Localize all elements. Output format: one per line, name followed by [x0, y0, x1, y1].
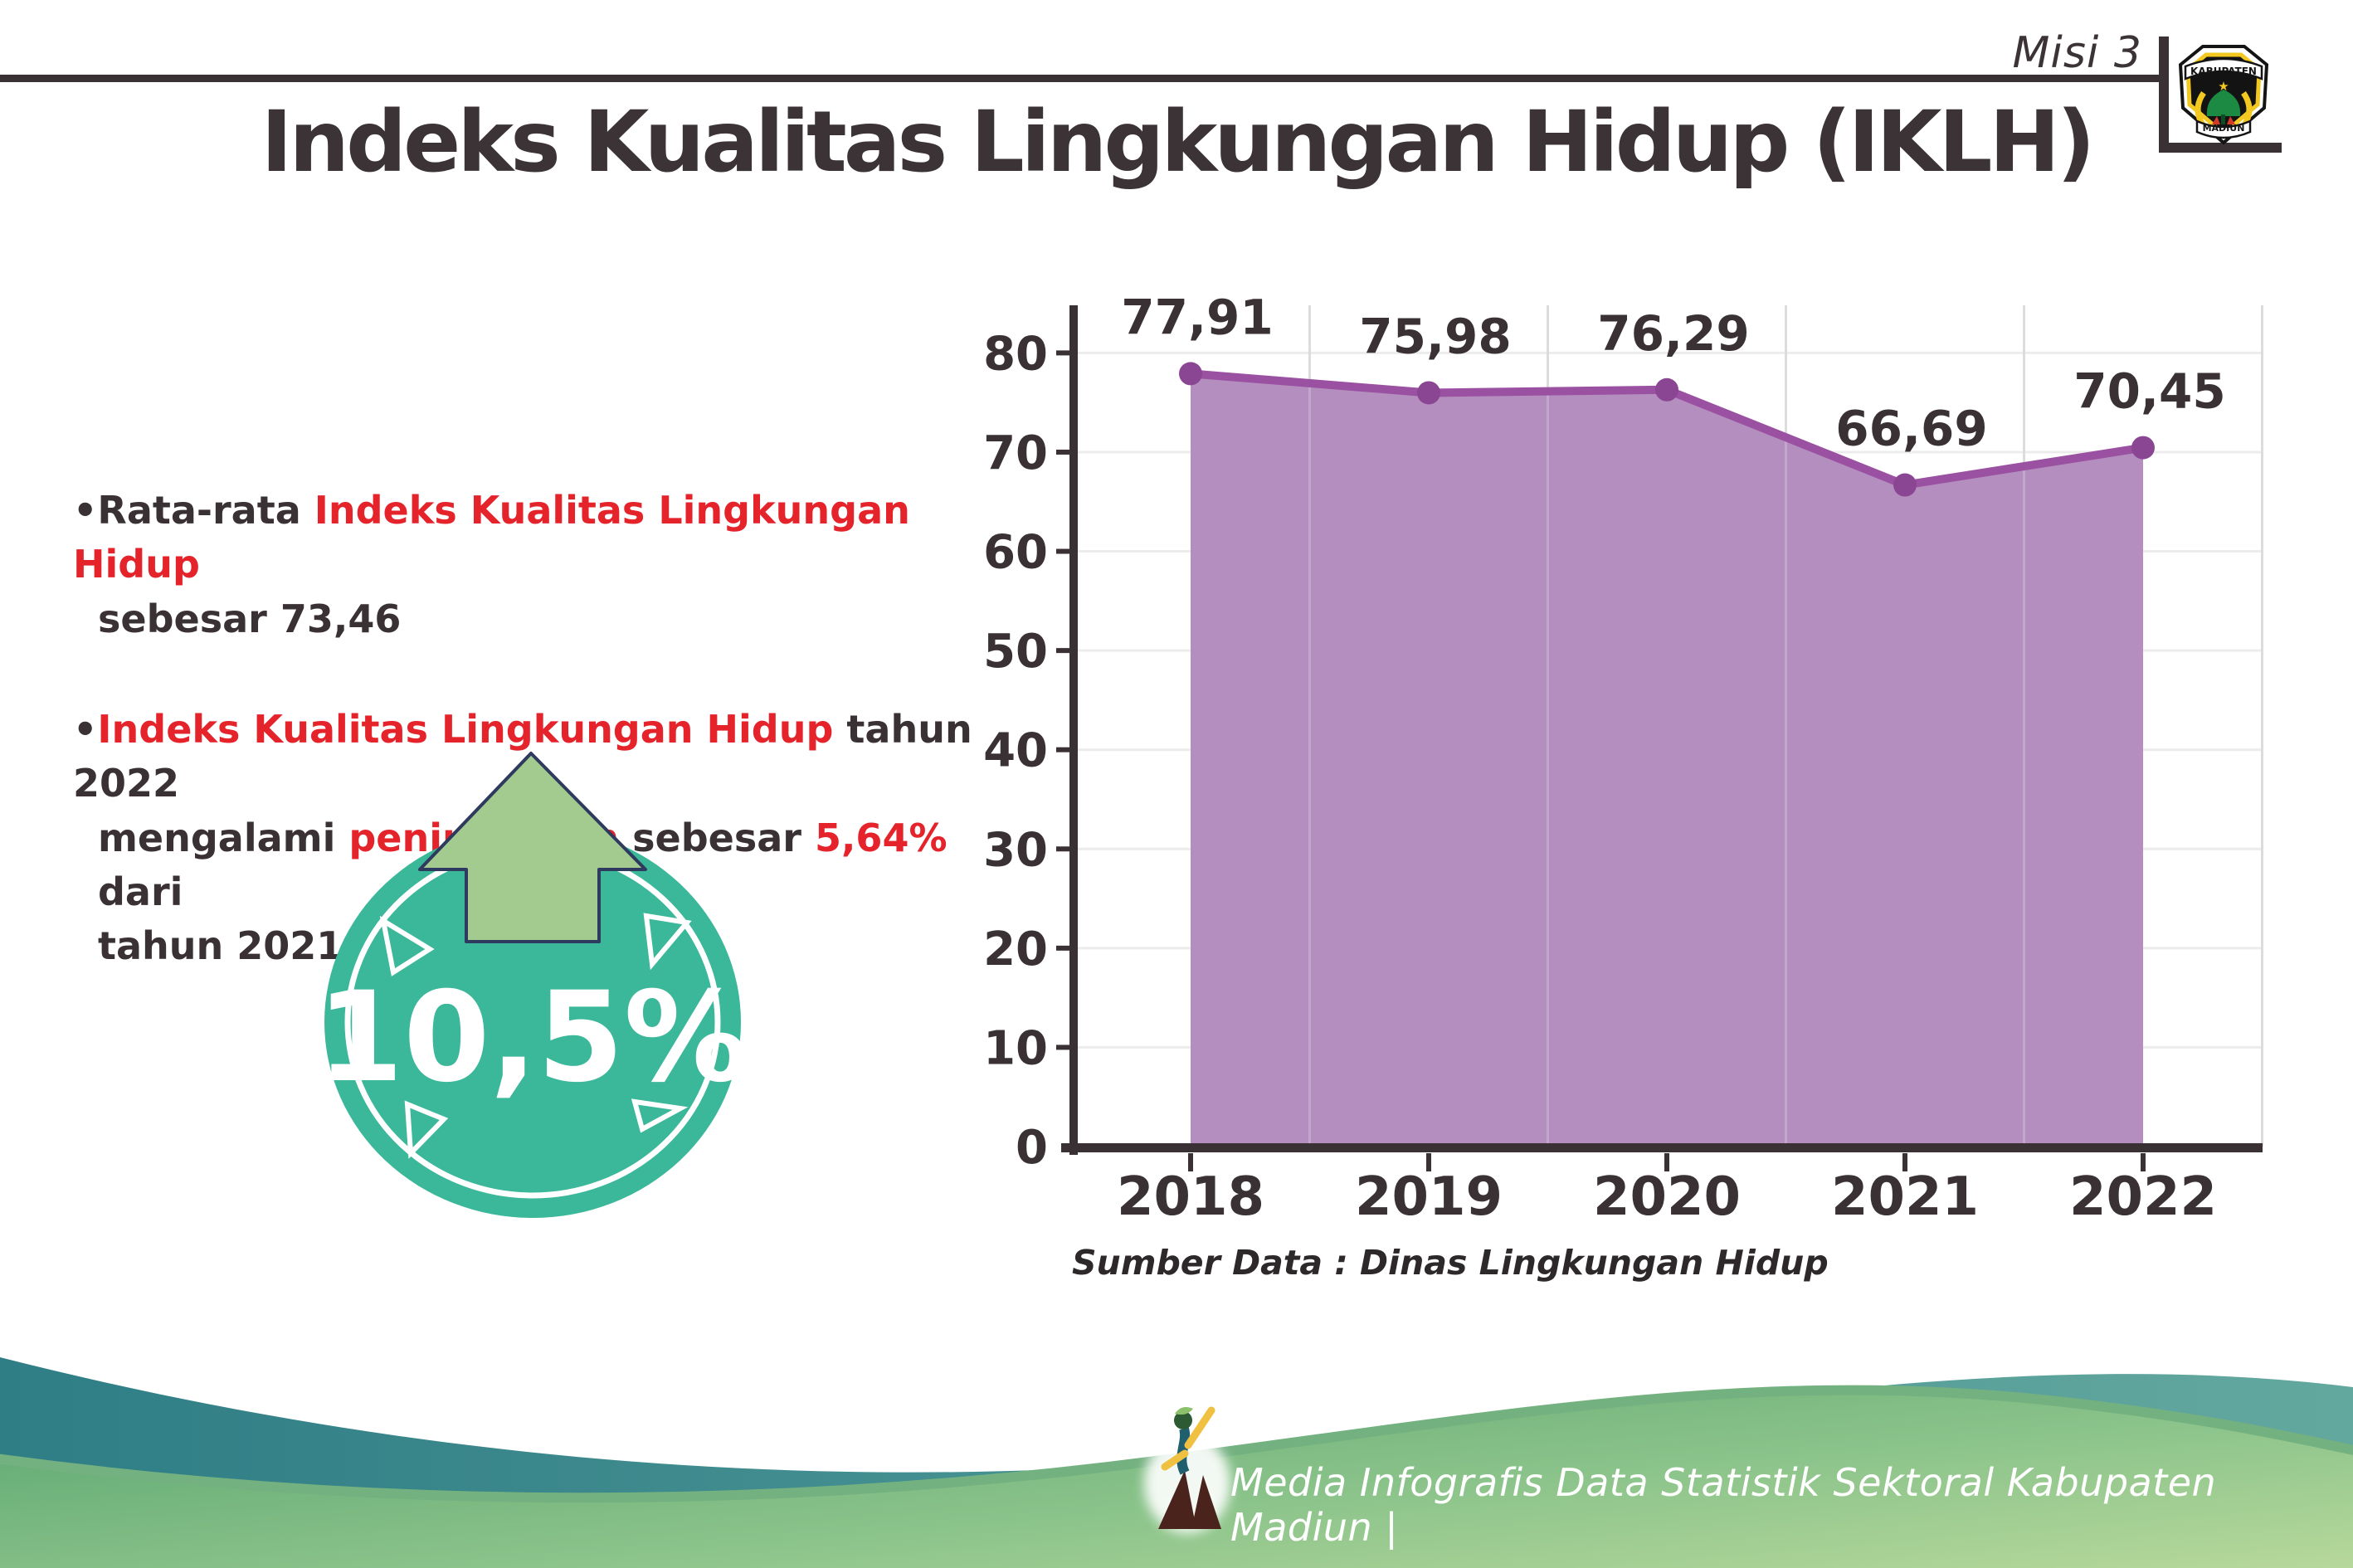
svg-text:75,98: 75,98	[1359, 308, 1511, 364]
svg-text:50: 50	[983, 625, 1048, 679]
bullet-average-iklh: •Rata-rata Indeks Kualitas Lingkungan Hi…	[73, 488, 910, 641]
misi-label: Misi 3	[2012, 28, 2142, 78]
footer-text: Media Infografis Data Statistik Sektoral…	[1230, 1460, 2217, 1550]
bullet-marker: •	[73, 706, 98, 752]
svg-text:2018: 2018	[1117, 1166, 1264, 1228]
svg-text:60: 60	[983, 526, 1048, 580]
svg-text:0: 0	[1016, 1121, 1048, 1175]
svg-text:40: 40	[983, 724, 1048, 778]
svg-text:KABUPATEN: KABUPATEN	[2190, 66, 2257, 77]
bullet-iklh-increase: •Indeks Kualitas Lingkungan Hidup tahun …	[73, 706, 972, 969]
svg-text:2022: 2022	[2069, 1166, 2217, 1228]
svg-text:2020: 2020	[1593, 1166, 1741, 1228]
logo-frame-horizontal	[2159, 143, 2282, 153]
svg-text:66,69: 66,69	[1835, 401, 1987, 457]
svg-text:20: 20	[983, 923, 1048, 976]
svg-text:2021: 2021	[1831, 1166, 1979, 1228]
svg-text:10: 10	[983, 1021, 1048, 1075]
bullet-marker: •	[73, 488, 98, 533]
svg-text:2019: 2019	[1355, 1166, 1503, 1228]
svg-text:76,29: 76,29	[1597, 305, 1749, 362]
logo-frame-vertical	[2159, 37, 2169, 153]
key-findings: •Rata-rata Indeks Kualitas Lingkungan Hi…	[73, 484, 973, 1030]
header-rule	[0, 75, 2167, 82]
svg-text:★: ★	[2218, 79, 2229, 94]
source-note: Sumber Data : Dinas Lingkungan Hidup	[1072, 1243, 1829, 1283]
mascot-icon	[1144, 1406, 1230, 1533]
svg-text:70: 70	[983, 426, 1048, 480]
svg-text:30: 30	[983, 823, 1048, 877]
svg-text:80: 80	[983, 327, 1048, 381]
svg-text:70,45: 70,45	[2073, 363, 2225, 420]
svg-text:77,91: 77,91	[1121, 289, 1273, 345]
page-title: Indeks Kualitas Lingkungan Hidup (IKLH)	[261, 93, 2096, 192]
